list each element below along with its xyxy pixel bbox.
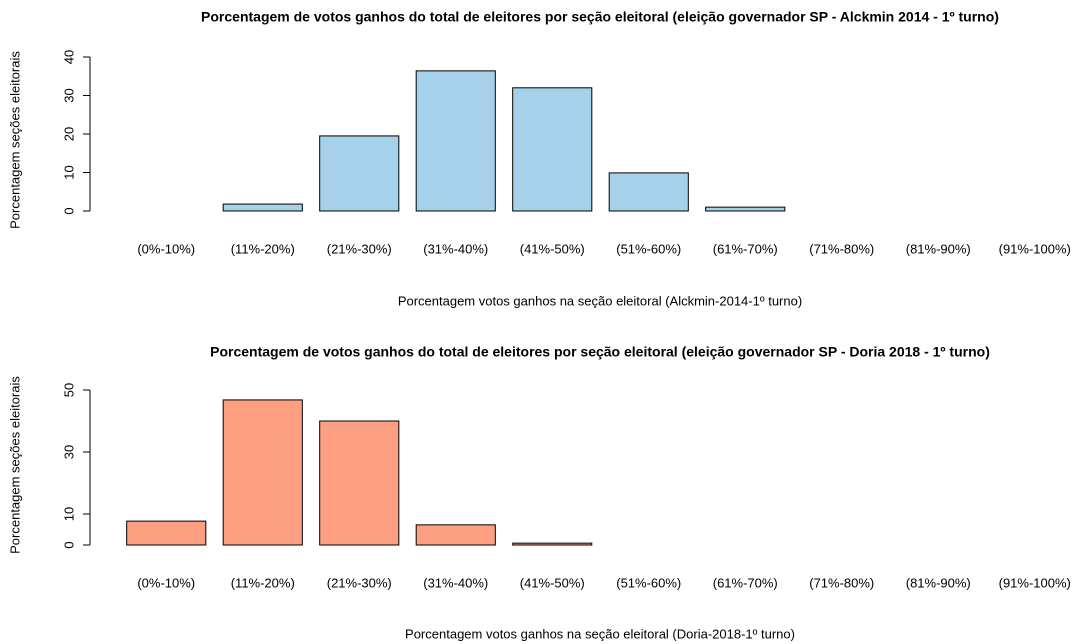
x-tick-label: (31%-40%) xyxy=(423,575,488,590)
x-tick-label: (81%-90%) xyxy=(906,241,971,256)
x-tick-label: (31%-40%) xyxy=(423,241,488,256)
y-tick-label: 20 xyxy=(61,127,76,141)
bar xyxy=(512,87,593,212)
x-tick-label: (91%-100%) xyxy=(999,241,1071,256)
x-tick-label: (61%-70%) xyxy=(713,575,778,590)
x-tick-label: (21%-30%) xyxy=(327,241,392,256)
y-tick-label: 10 xyxy=(61,507,76,521)
y-tick-label: 30 xyxy=(61,445,76,459)
x-tick-label: (41%-50%) xyxy=(520,575,585,590)
x-tick-label: (21%-30%) xyxy=(327,575,392,590)
bar xyxy=(415,70,496,212)
chart-title: Porcentagem de votos ganhos do total de … xyxy=(210,344,990,360)
x-axis-label: Porcentagem votos ganhos na seção eleito… xyxy=(405,626,795,641)
y-tick-label: 50 xyxy=(61,383,76,397)
bar xyxy=(512,542,593,546)
x-axis-label: Porcentagem votos ganhos na seção eleito… xyxy=(398,293,802,308)
x-tick-label: (91%-100%) xyxy=(999,575,1071,590)
chart-title: Porcentagem de votos ganhos do total de … xyxy=(201,9,999,25)
x-tick-label: (61%-70%) xyxy=(713,241,778,256)
bar xyxy=(126,520,207,546)
bar xyxy=(608,172,689,212)
y-tick-label: 0 xyxy=(61,207,76,214)
bar xyxy=(319,135,400,212)
x-tick-label: (81%-90%) xyxy=(906,575,971,590)
x-tick-label: (0%-10%) xyxy=(137,575,195,590)
x-tick-label: (0%-10%) xyxy=(137,241,195,256)
y-tick-label: 30 xyxy=(61,88,76,102)
y-tick-label: 10 xyxy=(61,165,76,179)
x-tick-label: (11%-20%) xyxy=(231,575,295,590)
x-tick-label: (11%-20%) xyxy=(231,241,295,256)
x-tick-label: (51%-60%) xyxy=(616,575,681,590)
x-tick-label: (71%-80%) xyxy=(809,575,874,590)
x-tick-label: (71%-80%) xyxy=(809,241,874,256)
bar xyxy=(222,399,303,546)
bar xyxy=(415,524,496,546)
bar xyxy=(705,206,786,212)
y-axis-label: Porcentagem seções eleitorais xyxy=(7,376,22,554)
y-tick-label: 40 xyxy=(61,50,76,64)
x-tick-label: (51%-60%) xyxy=(616,241,681,256)
bar xyxy=(222,203,303,212)
y-tick-label: 0 xyxy=(61,541,76,548)
y-axis-label: Porcentagem seções eleitorais xyxy=(7,51,22,229)
x-tick-label: (41%-50%) xyxy=(520,241,585,256)
bar xyxy=(319,420,400,546)
